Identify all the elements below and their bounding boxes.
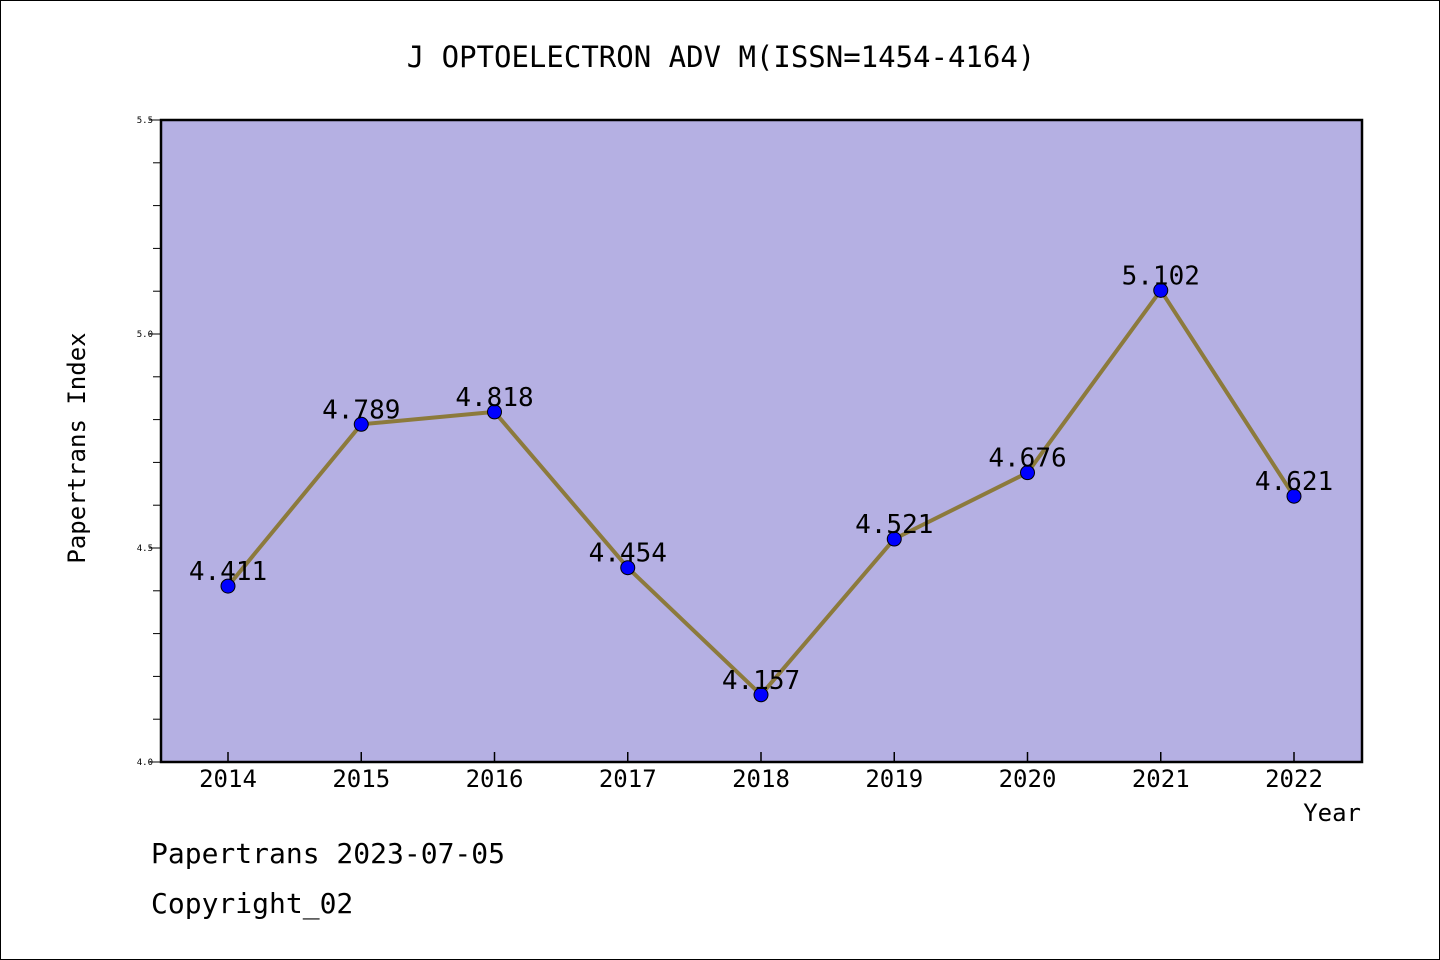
data-point [886, 531, 902, 547]
data-label: 4.676 [988, 444, 1066, 474]
x-tick-label: 2014 [199, 765, 257, 793]
data-label: 4.454 [589, 539, 667, 569]
data-point [220, 578, 236, 594]
data-point [353, 416, 369, 432]
x-tick-label: 2016 [466, 765, 524, 793]
footer-date: Papertrans 2023-07-05 [151, 837, 506, 870]
y-tick-label: 4.5 [137, 544, 153, 554]
data-label: 4.818 [455, 383, 533, 413]
x-axis-label: Year [1303, 799, 1361, 827]
x-axis: 2014 2015 2016 2017 2018 2019 2020 2021 2022 [199, 752, 1323, 793]
data-point [487, 404, 502, 420]
data-label: 4.789 [322, 395, 400, 425]
x-tick-label: 2020 [999, 765, 1057, 793]
data-point [753, 687, 769, 703]
x-tick-label: 2015 [332, 765, 390, 793]
data-point [620, 560, 636, 576]
data-label: 4.411 [189, 557, 267, 587]
data-point [1153, 282, 1169, 298]
data-label: 4.157 [722, 666, 800, 696]
x-tick-label: 2022 [1265, 765, 1323, 793]
data-label: 5.102 [1122, 261, 1200, 291]
data-label: 4.621 [1255, 467, 1333, 497]
y-axis-label: Papertrans Index [63, 332, 91, 563]
x-tick-label: 2019 [865, 765, 923, 793]
x-tick-label: 2017 [599, 765, 657, 793]
x-tick-label: 2018 [732, 765, 790, 793]
data-label: 4.521 [855, 510, 933, 540]
y-axis: 4.0 4.5 5.0 5.5 [137, 116, 161, 768]
y-tick-label: 5.5 [137, 116, 153, 126]
x-tick-label: 2021 [1132, 765, 1190, 793]
data-labels: 4.411 4.789 4.818 4.454 4.157 4.521 4.676 5.102… [189, 261, 1333, 695]
footer-copyright: Copyright_02 [151, 887, 354, 920]
y-tick-label: 4.0 [137, 758, 153, 768]
data-point [1286, 488, 1302, 504]
plot-area [159, 118, 1364, 764]
data-markers [220, 282, 1302, 703]
y-tick-label: 5.0 [137, 330, 153, 340]
chart-title: J OPTOELECTRON ADV M(ISSN=1454-4164) [407, 40, 1036, 74]
data-point [1020, 465, 1035, 481]
